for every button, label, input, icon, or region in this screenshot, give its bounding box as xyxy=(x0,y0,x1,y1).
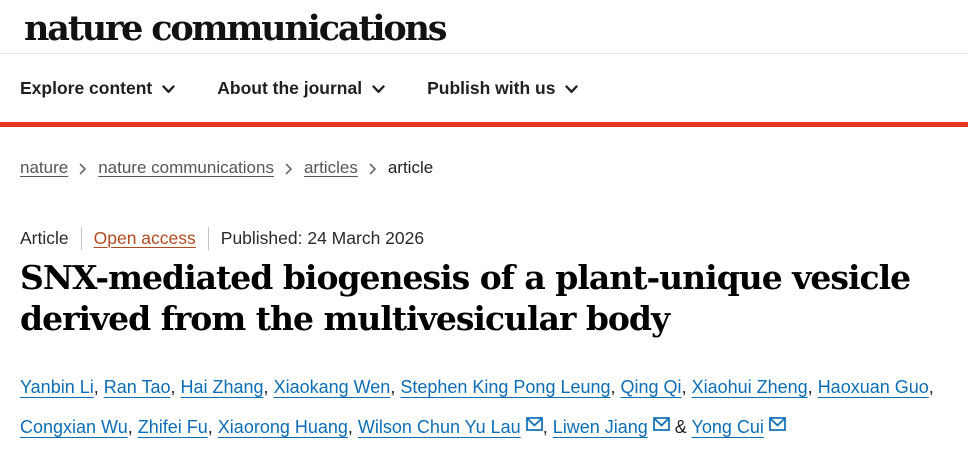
author-link[interactable]: Hai Zhang xyxy=(180,377,264,397)
article-meta: Article Open access Published: 24 March … xyxy=(20,227,963,250)
meta-divider xyxy=(80,227,82,250)
author-separator: , xyxy=(807,377,818,397)
breadcrumb-current: article xyxy=(387,158,434,177)
chevron-down-icon xyxy=(372,84,385,93)
chevron-right-icon xyxy=(79,163,87,174)
breadcrumb-link-nature-communications[interactable]: nature communications xyxy=(98,158,274,177)
author-link[interactable]: Wilson Chun Yu Lau xyxy=(357,417,521,437)
chevron-right-icon xyxy=(369,163,376,174)
meta-divider xyxy=(207,227,209,250)
envelope-icon xyxy=(769,417,786,431)
author-separator: , xyxy=(542,417,553,437)
author-link[interactable]: Xiaohui Zheng xyxy=(691,377,808,397)
author-separator: , xyxy=(610,377,621,397)
email-icon[interactable] xyxy=(652,417,670,437)
article-type-label: Article xyxy=(20,228,69,248)
chevron-right-icon xyxy=(285,163,292,174)
main-nav: Explore content About the journal Publish … xyxy=(0,54,968,122)
breadcrumb: nature nature communications articles artic… xyxy=(20,158,963,178)
author-separator: , xyxy=(928,377,934,397)
author-separator: , xyxy=(207,417,218,437)
article-title: SNX-mediated biogenesis of a plant-uniqu… xyxy=(20,258,911,338)
author-separator: , xyxy=(127,417,138,437)
nav-item-label: Publish with us xyxy=(427,77,556,98)
article-header-section: nature nature communications articles artic… xyxy=(0,158,968,447)
nav-item-publish-with-us[interactable]: Publish with us xyxy=(427,77,579,99)
author-link[interactable]: Yong Cui xyxy=(691,417,764,437)
nav-item-label: Explore content xyxy=(20,77,153,98)
author-link[interactable]: Congxian Wu xyxy=(20,417,128,437)
nav-item-explore-content[interactable]: Explore content xyxy=(20,78,175,99)
author-separator: & xyxy=(669,417,692,437)
author-link[interactable]: Liwen Jiang xyxy=(552,417,648,437)
author-separator: , xyxy=(347,417,358,437)
author-separator: , xyxy=(390,377,401,397)
author-separator: , xyxy=(93,377,104,397)
breadcrumb-link-nature[interactable]: nature xyxy=(20,158,69,177)
nav-item-about-the-journal[interactable]: About the journal xyxy=(217,78,385,99)
breadcrumb-separator xyxy=(79,163,87,175)
envelope-icon xyxy=(652,417,670,431)
author-link[interactable]: Xiaokang Wen xyxy=(273,377,391,397)
site-header: nature communications Explore content Abo… xyxy=(0,0,968,127)
author-link[interactable]: Stephen King Pong Leung xyxy=(400,377,611,397)
author-link[interactable]: Qing Qi xyxy=(620,377,682,397)
email-icon[interactable] xyxy=(769,417,786,437)
logo-row: nature communications xyxy=(0,0,968,54)
author-link[interactable]: Xiaorong Huang xyxy=(217,417,348,437)
email-icon[interactable] xyxy=(525,417,543,437)
author-link[interactable]: Yanbin Li xyxy=(20,377,94,397)
author-link[interactable]: Zhifei Fu xyxy=(137,417,208,437)
chevron-down-icon xyxy=(162,84,175,93)
author-separator: , xyxy=(681,377,692,397)
chevron-down-icon xyxy=(565,84,579,93)
accent-bar xyxy=(0,122,968,127)
breadcrumb-separator xyxy=(285,163,293,175)
open-access-link[interactable]: Open access xyxy=(93,228,196,248)
nav-item-label: About the journal xyxy=(217,77,363,98)
envelope-icon xyxy=(525,417,543,431)
author-link[interactable]: Ran Tao xyxy=(103,377,171,397)
journal-logo[interactable]: nature communications xyxy=(24,8,447,49)
breadcrumb-link-articles[interactable]: articles xyxy=(303,158,358,177)
published-date: Published: 24 March 2026 xyxy=(220,228,425,248)
author-separator: , xyxy=(263,377,274,397)
breadcrumb-separator xyxy=(369,163,377,175)
author-link[interactable]: Haoxuan Guo xyxy=(817,377,929,397)
author-list: Yanbin Li, Ran Tao, Hai Zhang, Xiaokang … xyxy=(20,367,958,447)
author-separator: , xyxy=(170,377,181,397)
